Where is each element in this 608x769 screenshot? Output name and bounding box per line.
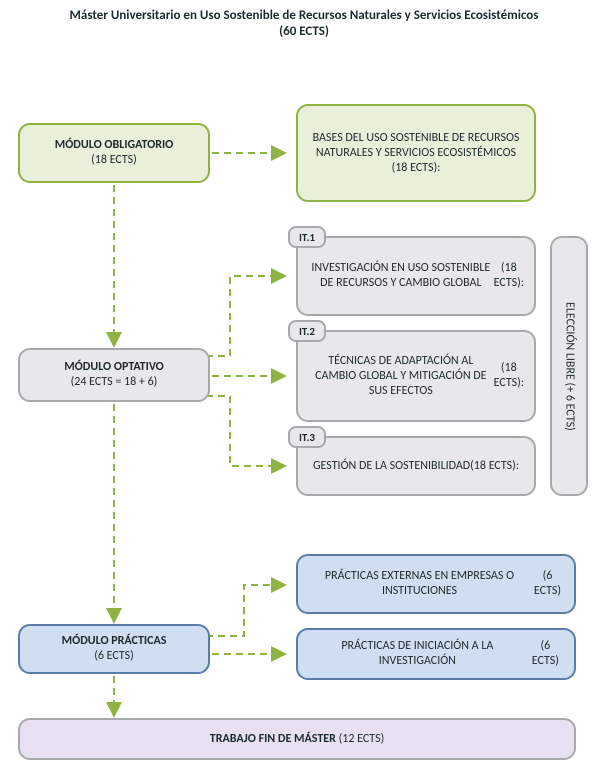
box-it2: TÉCNICAS DE ADAPTACIÓN AL CAMBIO GLOBAL … — [296, 330, 536, 422]
box-bases: BASES DEL USO SOSTENIBLE DE RECURSOS NAT… — [296, 104, 536, 202]
tab-it2: IT.2 — [288, 320, 326, 342]
box-tfm: TRABAJO FIN DE MÁSTER (12 ECTS) — [18, 718, 576, 760]
arrow-opt-it1 — [194, 276, 285, 356]
tab-it3: IT.3 — [288, 426, 326, 448]
box-obligatorio: MÓDULO OBLIGATORIO(18 ECTS) — [18, 123, 210, 183]
box-optativo: MÓDULO OPTATIVO(24 ECTS = 18 + 6) — [18, 348, 210, 402]
title-line2: (60 ECTS) — [30, 24, 578, 40]
arrow-opt-it3 — [194, 396, 285, 466]
box-ext: PRÁCTICAS EXTERNAS EN EMPRESAS O INSTITU… — [296, 554, 576, 614]
box-practicas: MÓDULO PRÁCTICAS(6 ECTS) — [18, 624, 210, 674]
box-it1: INVESTIGACIÓN EN USO SOSTENIBLE DE RECUR… — [296, 236, 536, 316]
tab-it1: IT.1 — [288, 226, 326, 248]
box-it3: GESTIÓN DE LA SOSTENIBILIDAD(18 ECTS): — [296, 436, 536, 496]
title-line1: Máster Universitario en Uso Sostenible d… — [30, 8, 578, 24]
box-inic: PRÁCTICAS DE INICIACIÓN A LA INVESTIGACI… — [296, 628, 576, 680]
box-eleccion: ELECCIÓN LIBRE (+ 6 ECTS) — [550, 236, 588, 496]
page-title: Máster Universitario en Uso Sostenible d… — [0, 0, 608, 45]
